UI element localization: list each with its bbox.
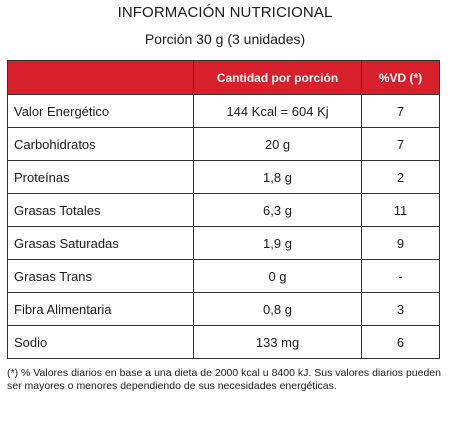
nutrient-vd: 7 [361,127,440,161]
table-row: Proteínas 1,8 g 2 [7,160,440,194]
nutrient-name: Grasas Trans [7,259,194,293]
nutrient-vd: 2 [361,160,440,194]
nutrient-amount: 1,9 g [193,226,362,260]
nutrition-table: Cantidad por porción %VD (*) Valor Energ… [7,60,440,359]
nutrient-name: Proteínas [7,160,194,194]
nutrient-vd: - [361,259,440,293]
nutrient-name: Fibra Alimentaria [7,292,194,326]
table-row: Grasas Totales 6,3 g 11 [7,193,440,227]
nutrient-amount: 133 mg [193,325,362,359]
nutrient-vd: 3 [361,292,440,326]
page-title: INFORMACIÓN NUTRICIONAL [117,4,333,21]
nutrient-name: Sodio [7,325,194,359]
nutrient-vd: 7 [361,94,440,128]
table-row: Grasas Saturadas 1,9 g 9 [7,226,440,260]
table-header-row: Cantidad por porción %VD (*) [7,60,440,95]
column-header-nutrient [7,60,194,95]
nutrient-amount: 0,8 g [193,292,362,326]
nutrient-vd: 11 [361,193,440,227]
table-row: Grasas Trans 0 g - [7,259,440,293]
footnote: (*) % Valores diarios en base a una diet… [7,367,441,392]
nutrient-amount: 144 Kcal = 604 Kj [193,94,362,128]
nutrient-amount: 20 g [193,127,362,161]
column-header-amount: Cantidad por porción [193,60,362,95]
nutrient-vd: 6 [361,325,440,359]
table-row: Fibra Alimentaria 0,8 g 3 [7,292,440,326]
nutrient-name: Grasas Saturadas [7,226,194,260]
nutrient-amount: 6,3 g [193,193,362,227]
nutrient-name: Carbohidratos [7,127,194,161]
column-header-vd: %VD (*) [361,60,440,95]
nutrient-amount: 0 g [193,259,362,293]
table-row: Carbohidratos 20 g 7 [7,127,440,161]
serving-size: Porción 30 g (3 unidades) [144,31,306,47]
nutrient-name: Valor Energético [7,94,194,128]
table-row: Valor Energético 144 Kcal = 604 Kj 7 [7,94,440,128]
table-row: Sodio 133 mg 6 [7,325,440,359]
nutrient-name: Grasas Totales [7,193,194,227]
nutrient-amount: 1,8 g [193,160,362,194]
nutrient-vd: 9 [361,226,440,260]
